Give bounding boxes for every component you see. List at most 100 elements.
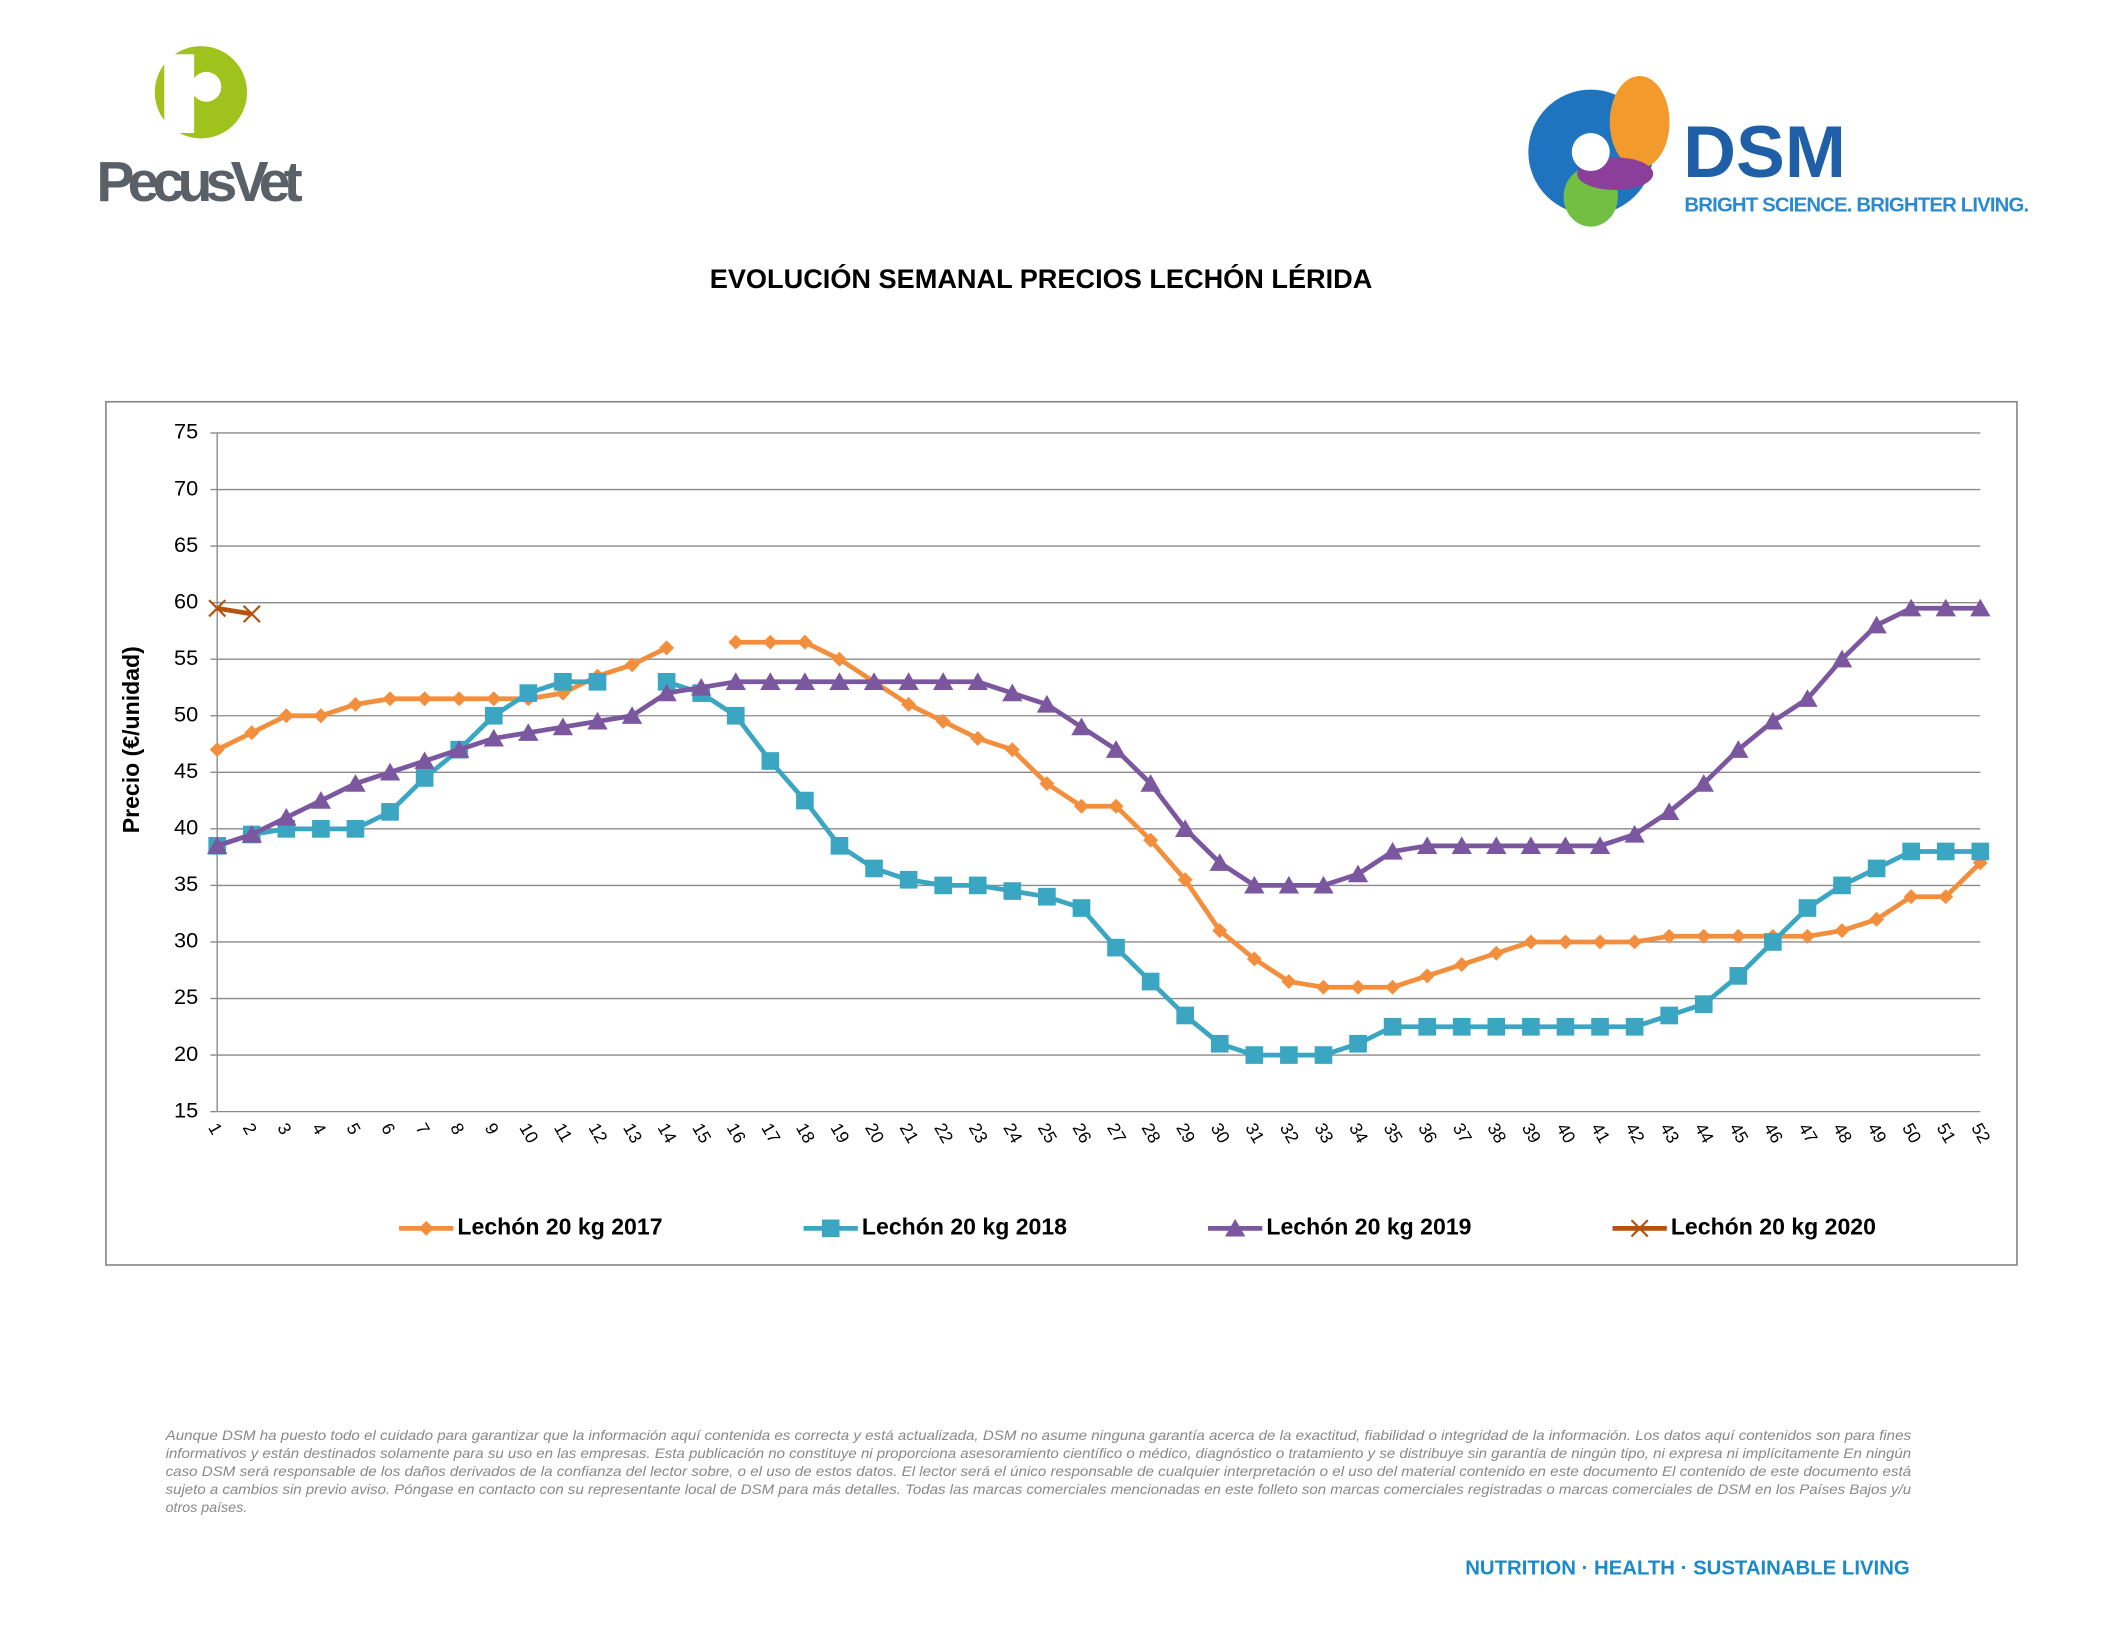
- footer: NUTRITION · HEALTH · SUSTAINABLE LIVING: [1465, 1557, 1910, 1579]
- marker: [414, 751, 435, 770]
- marker: [1900, 598, 1922, 617]
- marker: [1970, 598, 1991, 617]
- marker: [276, 808, 297, 826]
- marker: [967, 672, 988, 690]
- marker: [1696, 928, 1712, 944]
- marker: [1557, 934, 1573, 950]
- marker: [278, 708, 294, 724]
- marker: [657, 672, 676, 691]
- marker: [381, 803, 399, 821]
- y-tick-label: 55: [174, 645, 198, 670]
- marker: [1589, 836, 1611, 854]
- marker: [518, 723, 539, 741]
- marker: [313, 708, 329, 724]
- marker: [241, 825, 262, 843]
- marker: [1799, 928, 1815, 944]
- marker: [1246, 951, 1262, 967]
- marker: [656, 683, 677, 702]
- marker: [483, 728, 504, 747]
- marker: [970, 730, 986, 746]
- marker: [1798, 899, 1817, 917]
- marker: [1866, 615, 1887, 634]
- marker: [1278, 875, 1300, 894]
- marker: [1488, 945, 1504, 961]
- marker: [1383, 1017, 1402, 1036]
- marker: [1523, 934, 1539, 950]
- marker: [761, 752, 780, 770]
- marker: [898, 672, 919, 690]
- chart-title: EVOLUCIÓN SEMANAL PRECIOS LECHÓN LÉRIDA: [710, 263, 1373, 294]
- marker: [863, 672, 885, 690]
- legend-label: Lechón 20 kg 2018: [862, 1213, 1067, 1239]
- marker: [449, 740, 470, 758]
- marker: [832, 651, 847, 667]
- marker: [1002, 683, 1023, 702]
- y-tick-label: 50: [174, 701, 198, 726]
- marker: [829, 672, 850, 690]
- right-logo: DSM: [1683, 111, 1846, 193]
- marker: [1419, 968, 1435, 984]
- marker: [621, 706, 643, 724]
- marker: [1831, 649, 1853, 668]
- y-tick-label: 35: [174, 871, 198, 896]
- marker: [1072, 899, 1091, 917]
- marker: [1280, 1046, 1298, 1064]
- y-axis-label: Precio (€/unidad): [118, 646, 144, 833]
- marker: [1902, 842, 1920, 861]
- marker: [1224, 1218, 1246, 1237]
- marker: [1591, 1017, 1609, 1036]
- legend-label: Lechón 20 kg 2019: [1266, 1213, 1471, 1239]
- logo-mark: [164, 54, 195, 134]
- marker: [1382, 841, 1403, 860]
- marker: [728, 634, 744, 650]
- marker: [691, 677, 712, 696]
- legend-label: Lechón 20 kg 2020: [1671, 1213, 1876, 1239]
- marker: [830, 836, 849, 855]
- marker: [588, 672, 607, 691]
- marker: [1316, 979, 1331, 995]
- marker: [1971, 842, 1990, 861]
- marker: [1141, 972, 1160, 991]
- marker: [659, 640, 675, 656]
- marker: [1729, 967, 1748, 985]
- marker: [935, 713, 951, 729]
- legend-label: Lechón 20 kg 2017: [457, 1213, 662, 1239]
- marker: [1903, 889, 1919, 905]
- marker: [244, 725, 260, 741]
- y-tick-label: 65: [174, 532, 198, 557]
- marker: [1385, 979, 1401, 995]
- marker: [312, 820, 330, 838]
- marker: [624, 657, 640, 673]
- marker: [1036, 694, 1058, 713]
- marker: [1833, 876, 1851, 895]
- marker: [1004, 742, 1020, 758]
- marker: [1936, 842, 1955, 861]
- marker: [1869, 911, 1885, 927]
- marker: [208, 599, 227, 618]
- marker: [1660, 1006, 1678, 1025]
- marker: [762, 634, 778, 650]
- marker: [901, 696, 917, 712]
- marker: [346, 820, 365, 838]
- marker: [1105, 740, 1127, 758]
- marker: [1039, 776, 1055, 792]
- marker: [1071, 717, 1092, 736]
- series-line: [216, 605, 1981, 888]
- marker: [348, 696, 363, 712]
- marker: [415, 769, 434, 787]
- marker: [417, 691, 433, 707]
- marker: [1074, 798, 1089, 814]
- marker: [1522, 1017, 1540, 1036]
- marker: [968, 876, 987, 895]
- marker: [1350, 979, 1366, 995]
- marker: [552, 717, 574, 736]
- y-tick-label: 30: [174, 928, 198, 953]
- disclaimer-line: sujeto a cambios sin previo aviso. Pónga…: [166, 1482, 1912, 1498]
- marker: [1416, 836, 1438, 854]
- marker: [1245, 1046, 1264, 1064]
- marker: [1555, 836, 1576, 854]
- marker: [1797, 689, 1818, 707]
- marker: [486, 691, 502, 707]
- logo-mark: [191, 71, 222, 102]
